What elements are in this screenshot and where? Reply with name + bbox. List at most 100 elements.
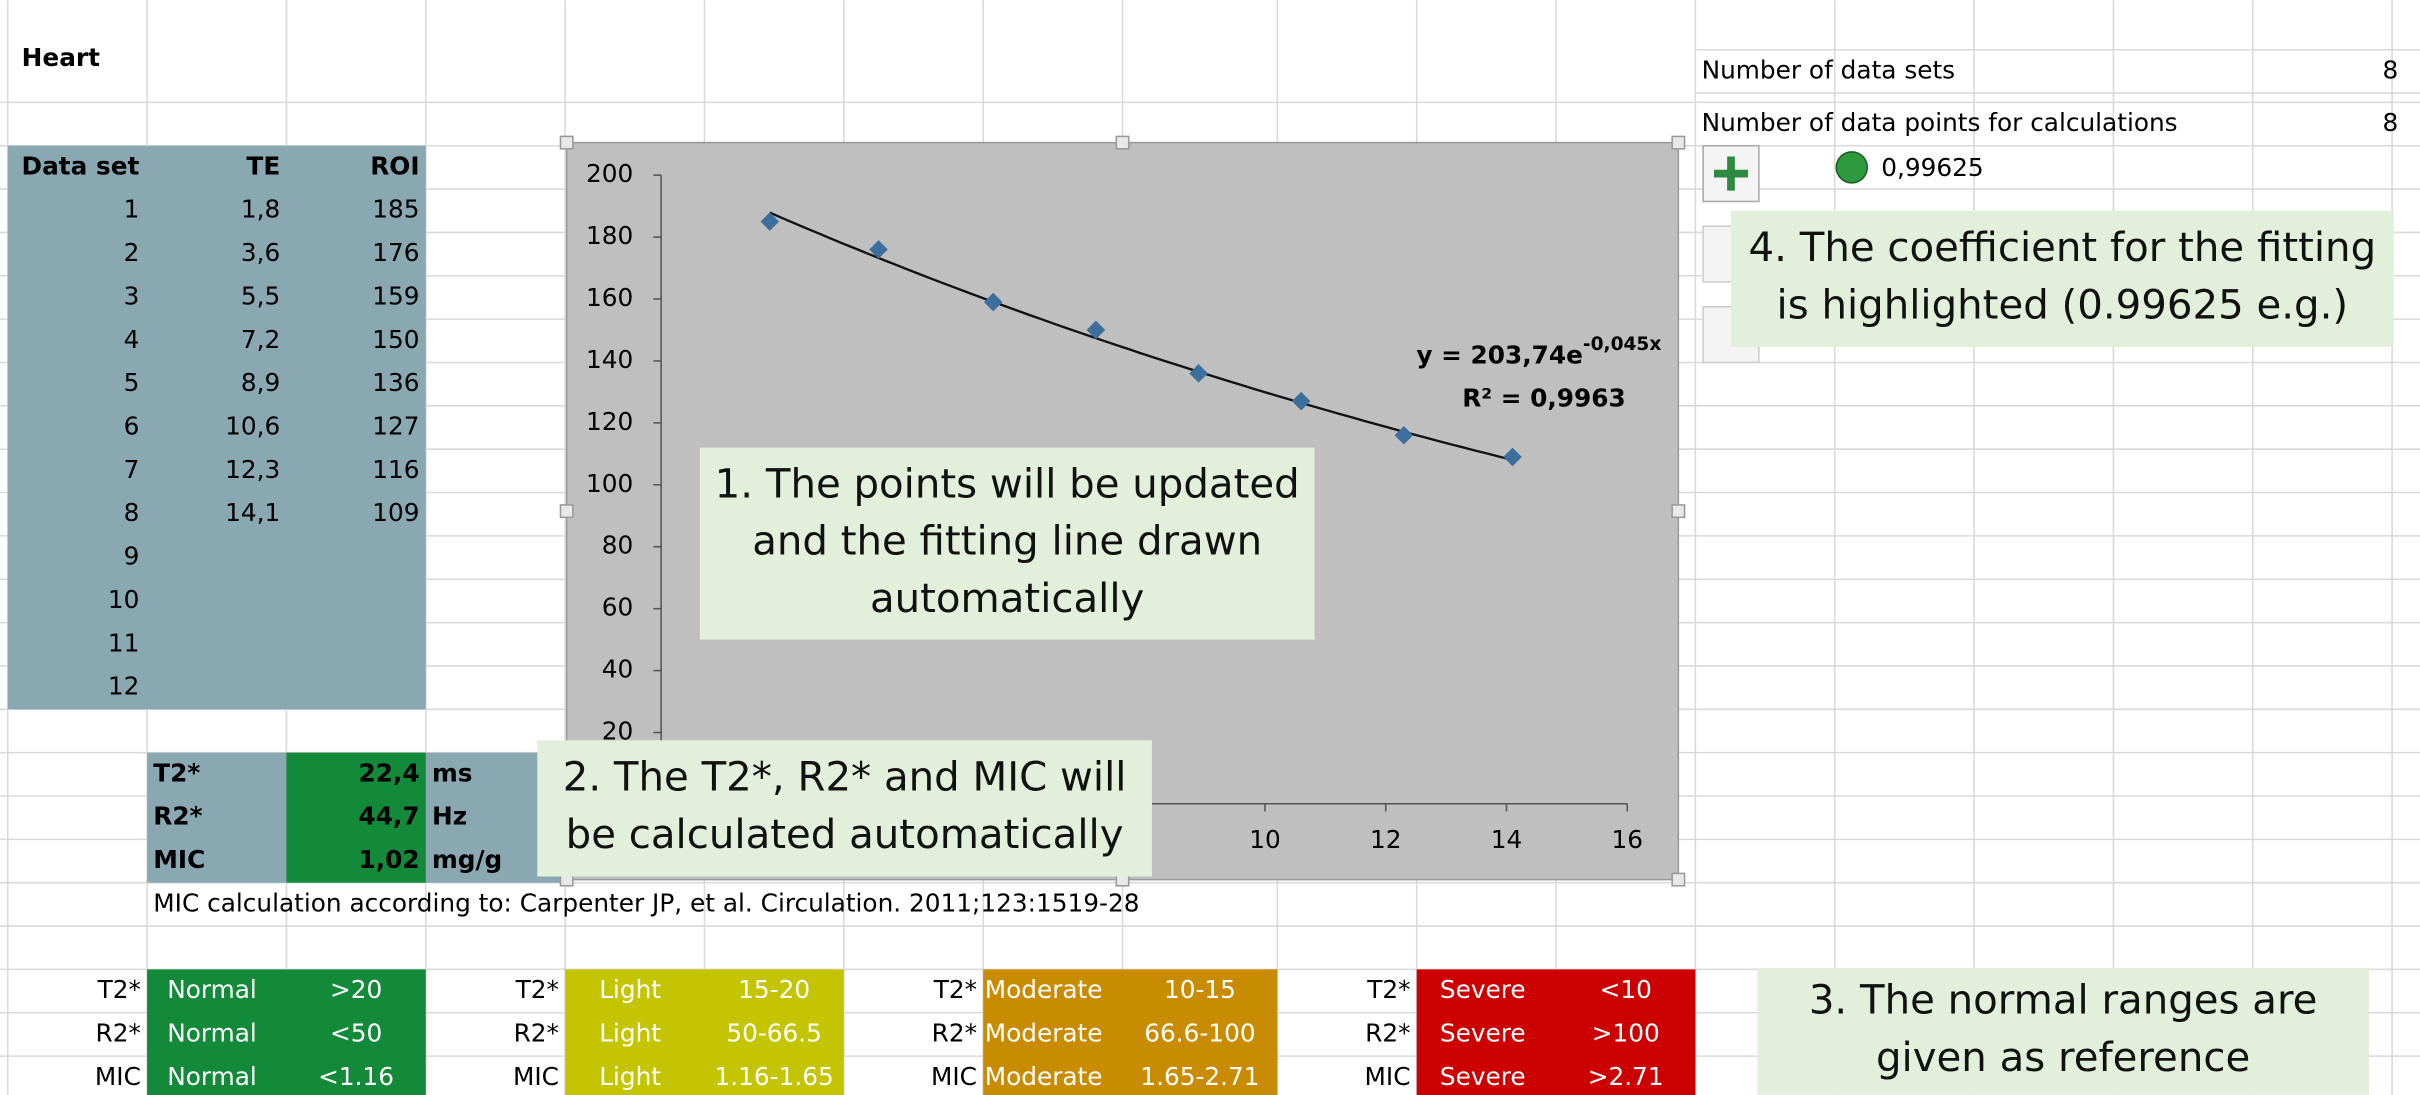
callout-text: 1. The points will be updated — [715, 461, 1300, 507]
results-value-fill — [286, 752, 426, 883]
range-level: Severe — [1440, 1018, 1526, 1047]
range-value: >100 — [1592, 1018, 1660, 1047]
callout-box — [1757, 967, 2369, 1095]
range-parameter: T2* — [97, 975, 141, 1004]
table-cell: 12 — [108, 672, 140, 701]
range-level: Moderate — [985, 975, 1103, 1004]
range-level: Moderate — [985, 1062, 1103, 1091]
result-value: 22,4 — [358, 758, 419, 787]
table-cell: 10 — [108, 585, 140, 614]
table-cell: 9 — [124, 542, 140, 571]
callout-text: automatically — [870, 576, 1144, 622]
callout-box — [699, 447, 1315, 640]
summary-value: 8 — [2383, 55, 2399, 84]
table-cell: 1,8 — [241, 195, 280, 224]
table-header: Data set — [22, 151, 140, 180]
range-parameter: MIC — [931, 1062, 977, 1091]
range-value: 15-20 — [738, 975, 810, 1004]
range-level: Normal — [167, 1018, 257, 1047]
result-unit: ms — [432, 758, 473, 787]
y-tick-label: 160 — [586, 283, 633, 312]
range-parameter: MIC — [513, 1062, 559, 1091]
table-cell: 12,3 — [225, 455, 280, 484]
sheet-title: Heart — [22, 43, 100, 72]
table-cell: 109 — [372, 498, 419, 527]
table-cell: 7 — [124, 455, 140, 484]
resize-handle — [1671, 135, 1686, 150]
x-tick-label: 12 — [1370, 825, 1402, 854]
y-tick-label: 80 — [602, 531, 634, 560]
range-level: Normal — [167, 1062, 257, 1091]
table-cell: 136 — [372, 368, 419, 397]
table-cell: 11 — [108, 628, 140, 657]
range-level: Severe — [1440, 1062, 1526, 1091]
resize-handle — [1671, 872, 1686, 887]
trendline — [769, 211, 1513, 462]
table-cell: 1 — [124, 195, 140, 224]
citation: MIC calculation according to: Carpenter … — [153, 888, 1139, 917]
callout-box — [537, 740, 1152, 877]
range-value: 1.65-2.71 — [1140, 1062, 1259, 1091]
table-cell: 6 — [124, 412, 140, 441]
range-parameter: R2* — [514, 1018, 559, 1047]
range-value: 50-66.5 — [726, 1018, 822, 1047]
table-cell: 185 — [372, 195, 419, 224]
result-label: MIC — [153, 845, 205, 874]
trend-equation: y = 203,74e-0,045x — [1416, 333, 1661, 369]
summary-label: Number of data sets — [1702, 55, 1956, 84]
range-value: 10-15 — [1164, 975, 1236, 1004]
status-indicator — [1835, 151, 1869, 184]
table-cell: 3 — [124, 281, 140, 310]
table-cell: 5,5 — [241, 281, 280, 310]
x-tick-label: 16 — [1612, 825, 1644, 854]
callout-text: be calculated automatically — [566, 812, 1124, 858]
table-cell: 150 — [372, 325, 419, 354]
table-cell: 3,6 — [241, 238, 280, 267]
range-value: >2.71 — [1588, 1062, 1664, 1091]
range-parameter: R2* — [932, 1018, 977, 1047]
range-value: 1.16-1.65 — [715, 1062, 834, 1091]
range-value: <50 — [330, 1018, 382, 1047]
result-unit: Hz — [432, 802, 467, 831]
range-value: <10 — [1600, 975, 1652, 1004]
table-cell: 8,9 — [241, 368, 280, 397]
table-cell: 127 — [372, 412, 419, 441]
range-level: Moderate — [985, 1018, 1103, 1047]
range-level: Light — [599, 1062, 661, 1091]
range-value: <1.16 — [318, 1062, 394, 1091]
table-cell: 7,2 — [241, 325, 280, 354]
y-tick-label: 40 — [602, 655, 634, 684]
y-tick-label: 140 — [586, 345, 633, 374]
callout-text: is highlighted (0.99625 e.g.) — [1777, 283, 2349, 329]
range-level: Severe — [1440, 975, 1526, 1004]
callout-text: 4. The coefficient for the fitting — [1749, 225, 2377, 271]
range-parameter: R2* — [96, 1018, 141, 1047]
callout-text: and the fitting line drawn — [752, 519, 1262, 565]
y-tick-label: 120 — [586, 407, 633, 436]
range-level: Light — [599, 975, 661, 1004]
data-point — [1189, 364, 1208, 383]
range-level: Light — [599, 1018, 661, 1047]
resize-handle — [559, 504, 574, 519]
r-squared: R² = 0,9963 — [1462, 384, 1625, 413]
add-icon — [1713, 156, 1749, 191]
r-squared-cell: 0,99625 — [1881, 153, 1983, 182]
data-point — [869, 240, 888, 259]
range-parameter: MIC — [95, 1062, 141, 1091]
table-cell: 4 — [124, 325, 140, 354]
callout-text: given as reference — [1876, 1035, 2250, 1081]
table-cell: 8 — [124, 498, 140, 527]
y-tick-label: 100 — [586, 469, 633, 498]
range-parameter: T2* — [515, 975, 559, 1004]
table-cell: 14,1 — [225, 498, 280, 527]
result-value: 1,02 — [358, 845, 419, 874]
resize-handle — [1671, 504, 1686, 519]
callout-box — [1731, 210, 2394, 347]
range-fill — [565, 969, 844, 1095]
y-tick-label: 60 — [602, 593, 634, 622]
range-level: Normal — [167, 975, 257, 1004]
result-label: R2* — [153, 802, 202, 831]
result-unit: mg/g — [432, 845, 502, 874]
table-header: ROI — [370, 151, 419, 180]
